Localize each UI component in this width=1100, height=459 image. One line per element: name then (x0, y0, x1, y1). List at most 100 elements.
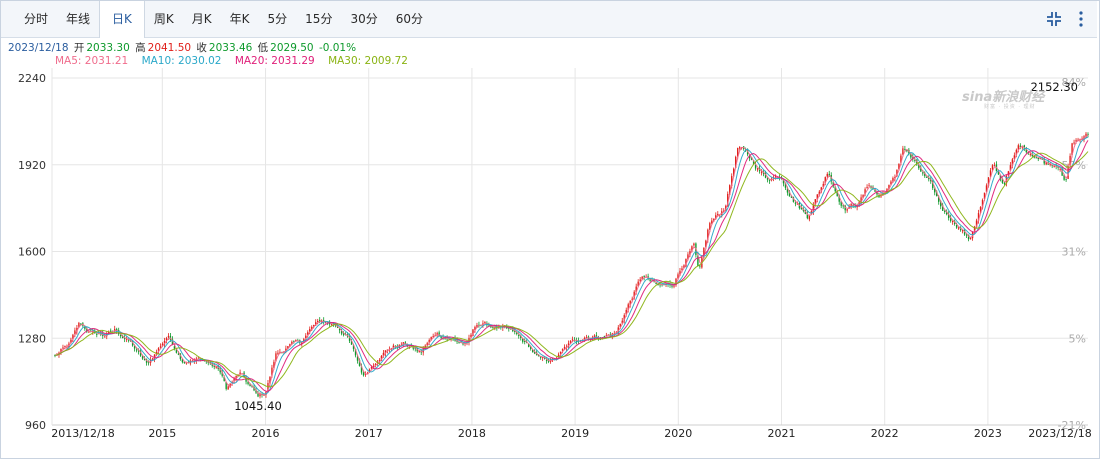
candle-body-118 (289, 344, 291, 347)
candle-body-472 (993, 165, 996, 167)
tab-3[interactable]: 周K (153, 12, 174, 26)
candle-body-187 (426, 343, 428, 346)
candle-body-57 (167, 335, 170, 338)
more-vertical-icon[interactable] (1071, 9, 1091, 29)
candle-body-293 (637, 281, 639, 287)
candle-body-108 (269, 376, 271, 384)
candle-body-369 (788, 191, 791, 197)
tab-1[interactable]: 年线 (66, 12, 91, 26)
candle-body-393 (836, 190, 838, 197)
candle-body-34 (121, 336, 124, 338)
period-tabs: 分时 年线 日K 周K 月K 年K 5分 15分 30分 60分 (15, 1, 432, 38)
candle-body-467 (983, 192, 986, 199)
candle-body-474 (997, 172, 1000, 175)
candle-body-60 (173, 346, 176, 349)
candle-body-119 (291, 341, 293, 345)
candle-body-42 (137, 350, 140, 352)
candle-body-372 (794, 202, 797, 204)
candle-body-353 (756, 168, 759, 170)
candle-body-466 (981, 199, 984, 208)
watermark-sub: 财富 · 投资 · 理财 (984, 104, 1036, 110)
candle-body-189 (430, 337, 432, 341)
candle-body-239 (530, 346, 532, 349)
candle-body-209 (470, 334, 472, 338)
candle-body-17 (88, 331, 90, 333)
collapse-icon[interactable] (1044, 9, 1064, 29)
sina-watermark-logo: sina新浪财经 财富 · 投资 · 理财 (962, 86, 1044, 110)
candle-body-112 (277, 352, 279, 354)
candle-body-65 (183, 361, 186, 364)
candle-body-101 (255, 390, 257, 393)
ma5-value: MA5: 2031.21 (55, 55, 129, 67)
candle-body-366 (782, 178, 785, 184)
candle-body-144 (340, 330, 343, 334)
y-tick-right-4: 84% (1062, 76, 1086, 89)
candle-body-64 (181, 359, 184, 363)
ma20-line (54, 140, 1089, 392)
tab-8[interactable]: 30分 (350, 12, 378, 26)
info-close: 2033.46 (208, 42, 253, 54)
candle-body-459 (967, 234, 970, 240)
tab-0[interactable]: 分时 (24, 12, 49, 26)
candle-body-299 (649, 278, 651, 281)
candle-body-388 (826, 173, 828, 177)
candle-body-219 (490, 326, 492, 328)
candle-body-425 (900, 155, 902, 163)
ma10-value: MA10: 2030.02 (141, 55, 222, 67)
candle-body-276 (603, 336, 606, 338)
candle-body-341 (733, 168, 735, 177)
candle-body-139 (330, 323, 333, 325)
candle-body-161 (374, 364, 377, 366)
candle-body-385 (820, 187, 822, 192)
info-open: 2033.30 (86, 42, 130, 54)
candle-body-494 (1037, 158, 1039, 160)
candle-body-247 (545, 359, 548, 361)
candle-body-427 (904, 148, 906, 150)
candle-body-164 (380, 355, 383, 361)
candle-body-405 (860, 197, 862, 204)
candle-body-409 (868, 185, 870, 187)
candle-body-287 (625, 309, 627, 315)
candle-body-355 (760, 171, 763, 173)
candle-body-454 (957, 227, 960, 229)
ma-info: MA5: 2031.21 MA10: 2030.02 MA20: 2031.29… (55, 55, 418, 67)
candle-body-352 (754, 164, 757, 169)
candle-body-502 (1053, 166, 1055, 168)
candle-body-193 (438, 332, 440, 337)
candle-body-212 (476, 325, 478, 328)
candle-body-159 (370, 367, 373, 369)
tab-9[interactable]: 60分 (395, 12, 424, 26)
candle-body-501 (1051, 164, 1053, 167)
candle-body-153 (358, 359, 361, 366)
candle-body-290 (631, 298, 633, 301)
candle-body-259 (569, 340, 572, 344)
candle-body-434 (918, 164, 920, 169)
candle-body-248 (547, 360, 550, 362)
candle-body-151 (354, 348, 357, 356)
candle-body-412 (874, 189, 876, 192)
tab-4[interactable]: 月K (191, 12, 212, 26)
candle-body-37 (127, 339, 130, 341)
candle-body-512 (1073, 142, 1075, 144)
candle-body-53 (159, 346, 162, 348)
candle-body-488 (1025, 149, 1027, 153)
candle-body-397 (844, 205, 846, 211)
candle-body-437 (924, 173, 926, 177)
candle-body-508 (1065, 178, 1067, 180)
tab-7[interactable]: 15分 (305, 12, 333, 26)
candle-body-116 (285, 348, 287, 352)
candle-body-313 (677, 274, 679, 279)
tab-5[interactable]: 年K (229, 12, 250, 26)
candle-body-411 (872, 187, 874, 190)
tab-6[interactable]: 5分 (267, 12, 288, 26)
candle-body-323 (697, 255, 699, 267)
candle-body-124 (301, 342, 303, 344)
candle-body-296 (643, 275, 645, 278)
candle-body-49 (151, 358, 154, 360)
candle-body-398 (846, 209, 848, 211)
candle-body-359 (768, 179, 771, 181)
candle-body-371 (792, 197, 795, 202)
tab-2[interactable]: 日K (99, 1, 145, 38)
candle-body-441 (932, 181, 934, 189)
